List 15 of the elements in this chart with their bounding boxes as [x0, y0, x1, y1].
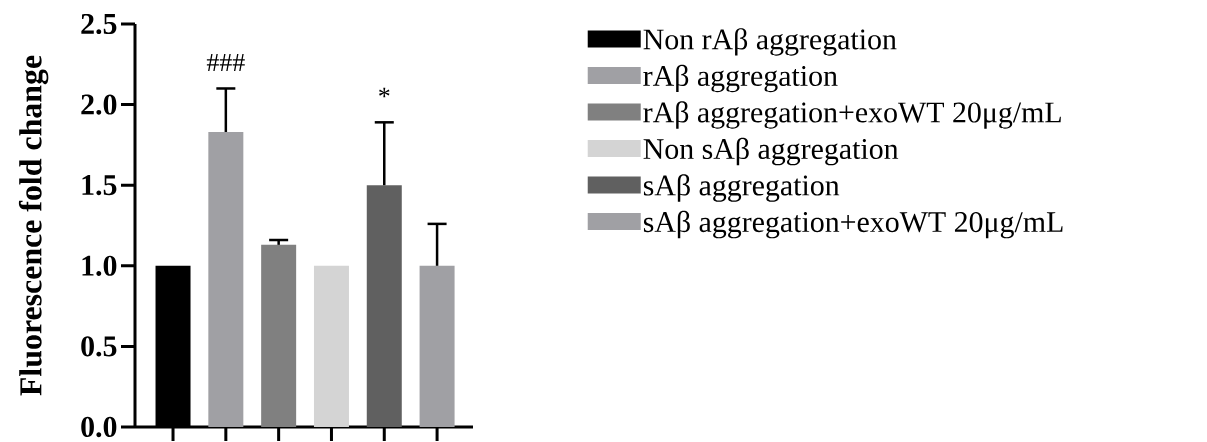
y-tick-label: 1.5 [82, 175, 117, 196]
legend-label: rAβ aggregation+exoWT 20μg/mL [643, 101, 1061, 129]
y-tick-label: 0.5 [81, 336, 117, 357]
y-tick-label: 2.5 [81, 13, 117, 35]
y-tick-label: 2.0 [81, 94, 117, 115]
annotation: * [379, 87, 390, 98]
y-tick-label: 0.0 [81, 416, 117, 438]
legend-label: sAβ aggregation+exoWT 20μg/mL [643, 210, 1063, 239]
legend-label: rAβ aggregation [643, 64, 838, 93]
legend-label: Non rAβ aggregation [643, 28, 897, 56]
y-tick-label: 1.0 [82, 255, 117, 276]
annotation: ### [206, 53, 245, 71]
legend-label: Non sAβ aggregation [643, 137, 899, 166]
y-axis-title: Fluorescence fold change [18, 55, 49, 396]
legend-label: sAβ aggregation [643, 174, 840, 202]
